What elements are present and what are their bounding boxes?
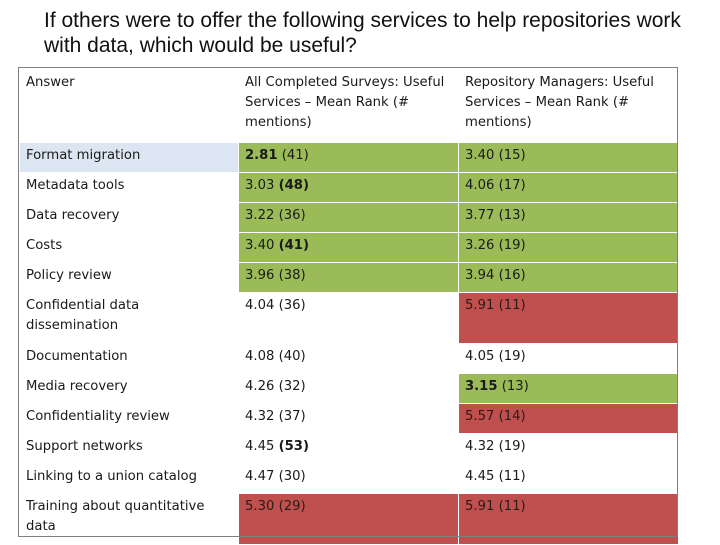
- all-surveys-cell: 4.47 (30): [238, 463, 459, 494]
- table-row: Confidential data dissemination 4.04 (36…: [19, 292, 679, 344]
- managers-cell: 4.32 (19): [458, 433, 679, 464]
- managers-cell: 5.57 (14): [458, 403, 679, 434]
- table-header-row: Answer All Completed Surveys: Useful Ser…: [19, 68, 679, 143]
- all-surveys-cell: 4.45 (53): [238, 433, 459, 464]
- answer-cell: Documentation: [19, 343, 239, 374]
- table-row: Support networks 4.45 (53) 4.32 (19): [19, 433, 679, 464]
- table-row: Training about quantitative data 5.30 (2…: [19, 493, 679, 545]
- table-row: Documentation 4.08 (40) 4.05 (19): [19, 343, 679, 374]
- all-surveys-cell: 3.96 (38): [238, 262, 459, 293]
- all-surveys-cell: 4.26 (32): [238, 373, 459, 404]
- managers-cell: 3.15 (13): [458, 373, 679, 404]
- answer-cell: Metadata tools: [19, 172, 239, 203]
- answer-cell: Media recovery: [19, 373, 239, 404]
- all-surveys-cell: 4.08 (40): [238, 343, 459, 374]
- answer-cell: Data recovery: [19, 202, 239, 233]
- answer-cell: Format migration: [19, 142, 239, 173]
- managers-cell: 5.91 (11): [458, 493, 679, 545]
- all-surveys-cell: 4.32 (37): [238, 403, 459, 434]
- managers-cell: 3.94 (16): [458, 262, 679, 293]
- header-answer: Answer: [19, 68, 239, 143]
- table-row: Metadata tools 3.03 (48) 4.06 (17): [19, 172, 679, 203]
- managers-cell: 3.40 (15): [458, 142, 679, 173]
- answer-cell: Policy review: [19, 262, 239, 293]
- answer-cell: Linking to a union catalog: [19, 463, 239, 494]
- managers-cell: 3.77 (13): [458, 202, 679, 233]
- answer-cell: Training about quantitative data: [19, 493, 239, 545]
- answer-cell: Confidentiality review: [19, 403, 239, 434]
- all-surveys-cell: 2.81 (41): [238, 142, 459, 173]
- header-repository-managers: Repository Managers: Useful Services – M…: [458, 68, 679, 143]
- managers-cell: 5.91 (11): [458, 292, 679, 344]
- all-surveys-cell: 4.04 (36): [238, 292, 459, 344]
- table-row: Linking to a union catalog 4.47 (30) 4.4…: [19, 463, 679, 494]
- all-surveys-cell: 3.40 (41): [238, 232, 459, 263]
- table-row: Format migration 2.81 (41) 3.40 (15): [19, 142, 679, 173]
- all-surveys-cell: 5.30 (29): [238, 493, 459, 545]
- managers-cell: 4.05 (19): [458, 343, 679, 374]
- header-all-surveys: All Completed Surveys: Useful Services –…: [238, 68, 459, 143]
- all-surveys-cell: 3.03 (48): [238, 172, 459, 203]
- all-surveys-cell: 3.22 (36): [238, 202, 459, 233]
- services-table: Answer All Completed Surveys: Useful Ser…: [19, 68, 679, 545]
- table-row: Data recovery 3.22 (36) 3.77 (13): [19, 202, 679, 233]
- managers-cell: 4.06 (17): [458, 172, 679, 203]
- slide-title: If others were to offer the following se…: [44, 9, 681, 57]
- answer-cell: Support networks: [19, 433, 239, 464]
- table-row: Media recovery 4.26 (32) 3.15 (13): [19, 373, 679, 404]
- answer-cell: Confidential data dissemination: [19, 292, 239, 344]
- answer-cell: Costs: [19, 232, 239, 263]
- table-row: Policy review 3.96 (38) 3.94 (16): [19, 262, 679, 293]
- managers-cell: 4.45 (11): [458, 463, 679, 494]
- table-row: Costs 3.40 (41) 3.26 (19): [19, 232, 679, 263]
- table-row: Confidentiality review 4.32 (37) 5.57 (1…: [19, 403, 679, 434]
- managers-cell: 3.26 (19): [458, 232, 679, 263]
